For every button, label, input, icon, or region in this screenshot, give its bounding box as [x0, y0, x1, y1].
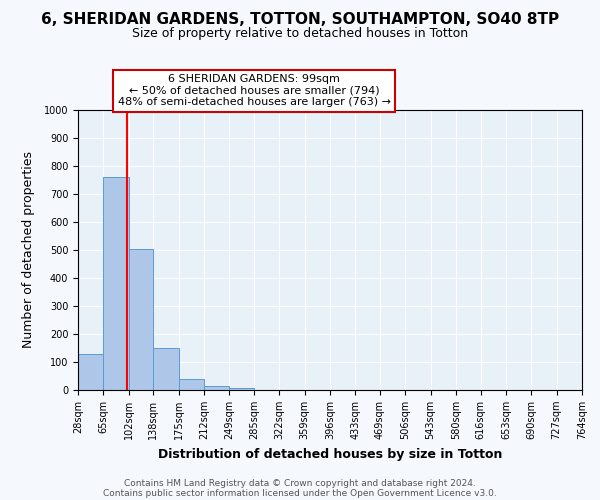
Text: 6, SHERIDAN GARDENS, TOTTON, SOUTHAMPTON, SO40 8TP: 6, SHERIDAN GARDENS, TOTTON, SOUTHAMPTON… — [41, 12, 559, 28]
Bar — [204, 386, 229, 390]
Y-axis label: Number of detached properties: Number of detached properties — [22, 152, 35, 348]
Bar — [103, 177, 128, 390]
Bar — [78, 354, 103, 390]
Bar — [128, 248, 154, 390]
Text: 6 SHERIDAN GARDENS: 99sqm
← 50% of detached houses are smaller (794)
48% of semi: 6 SHERIDAN GARDENS: 99sqm ← 50% of detac… — [118, 74, 391, 107]
Text: Contains HM Land Registry data © Crown copyright and database right 2024.: Contains HM Land Registry data © Crown c… — [124, 478, 476, 488]
Bar — [154, 348, 179, 390]
Text: Size of property relative to detached houses in Totton: Size of property relative to detached ho… — [132, 28, 468, 40]
Bar — [179, 379, 204, 390]
Text: Contains public sector information licensed under the Open Government Licence v3: Contains public sector information licen… — [103, 488, 497, 498]
X-axis label: Distribution of detached houses by size in Totton: Distribution of detached houses by size … — [158, 448, 502, 460]
Bar — [229, 388, 254, 390]
